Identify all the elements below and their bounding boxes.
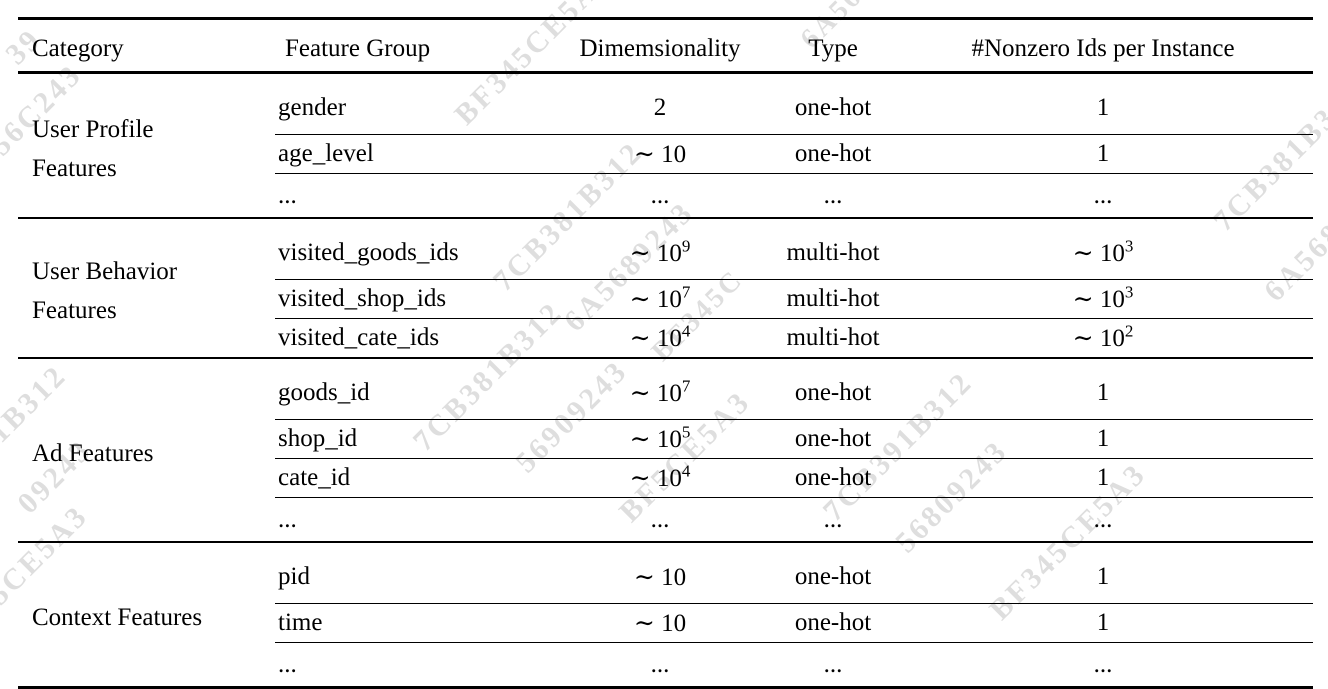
table-row: ... ... ... ... — [18, 498, 1313, 543]
dimensionality-cell: ∼ 105 — [547, 419, 773, 459]
header-nonzero-ids: #Nonzero Ids per Instance — [971, 34, 1235, 62]
type-cell: one-hot — [773, 542, 893, 604]
feature-group-cell: ... — [278, 181, 297, 209]
nonzero-cell: 1 — [893, 603, 1313, 643]
type-cell: one-hot — [773, 134, 893, 174]
type-cell: multi-hot — [786, 324, 880, 351]
type-cell: one-hot — [773, 358, 893, 420]
type-cell: ... — [823, 505, 843, 533]
type-cell: multi-hot — [773, 279, 893, 319]
dimensionality-cell: ... — [650, 181, 670, 209]
dimensionality-cell: ∼ 107 — [547, 279, 773, 319]
feature-group-cell: shop_id — [275, 419, 547, 459]
header-feature-group: Feature Group — [285, 34, 431, 62]
nonzero-cell: ∼ 102 — [1072, 321, 1134, 352]
category-cell: User Profile Features — [18, 73, 275, 219]
dimensionality-cell: ∼ 104 — [547, 458, 773, 498]
header-row: Category Feature Group Dimemsionality Ty… — [18, 19, 1313, 73]
type-cell: ... — [823, 650, 843, 678]
type-cell: multi-hot — [773, 218, 893, 280]
dimensionality-cell: ... — [650, 650, 670, 678]
dimensionality-cell: ∼ 107 — [547, 358, 773, 420]
table-row: age_level ∼ 10 one-hot 1 — [18, 134, 1313, 174]
header-dimensionality: Dimemsionality — [579, 34, 741, 62]
dimensionality-cell: ∼ 104 — [629, 321, 691, 352]
category-label: Context Features — [32, 604, 203, 632]
nonzero-cell: ... — [1093, 181, 1113, 209]
dimensionality-cell: ∼ 10 — [547, 542, 773, 604]
category-label: Ad Features — [32, 439, 154, 467]
feature-group-cell: age_level — [275, 134, 547, 174]
feature-group-cell: visited_goods_ids — [275, 218, 547, 280]
nonzero-cell: ∼ 103 — [893, 279, 1313, 319]
feature-group-cell: ... — [278, 650, 297, 678]
feature-group-cell: visited_cate_ids — [278, 324, 440, 351]
table-row: visited_shop_ids ∼ 107 multi-hot ∼ 103 — [18, 279, 1313, 319]
header-type: Type — [808, 34, 858, 62]
table-row: Context Features pid ∼ 10 one-hot 1 — [18, 542, 1313, 631]
feature-group-cell: pid — [275, 542, 547, 604]
category-label: User Profile Features — [32, 115, 154, 182]
category-cell: User Behavior Features — [18, 218, 275, 358]
category-cell: Ad Features — [18, 358, 275, 542]
type-cell: ... — [823, 181, 843, 209]
table-row: User Profile Features gender 2 one-hot 1 — [18, 72, 1313, 182]
category-cell: Context Features — [18, 542, 275, 688]
feature-group-cell: visited_shop_ids — [275, 279, 547, 319]
type-cell: one-hot — [773, 603, 893, 643]
feature-group-cell: ... — [278, 505, 297, 533]
dimensionality-cell: ∼ 10 — [547, 134, 773, 174]
dimensionality-cell: ∼ 109 — [547, 218, 773, 280]
feature-statistics-table: Category Feature Group Dimemsionality Ty… — [18, 17, 1313, 689]
nonzero-cell: 1 — [893, 72, 1313, 135]
feature-group-cell: cate_id — [275, 458, 547, 498]
header-category: Category — [32, 34, 124, 62]
nonzero-cell: 1 — [893, 419, 1313, 459]
nonzero-cell: 1 — [893, 134, 1313, 174]
type-cell: one-hot — [773, 419, 893, 459]
category-label: User Behavior Features — [32, 258, 178, 324]
feature-group-cell: goods_id — [275, 358, 547, 420]
dimensionality-cell: ... — [650, 505, 670, 533]
table-row: visited_cate_ids ∼ 104 multi-hot ∼ 102 — [18, 319, 1313, 359]
table-row: User Behavior Features visited_goods_ids… — [18, 218, 1313, 324]
nonzero-cell: 1 — [893, 542, 1313, 604]
table-row: ... ... ... ... — [18, 174, 1313, 219]
feature-group-cell: gender — [275, 72, 547, 135]
nonzero-cell: ∼ 103 — [893, 218, 1313, 280]
dimensionality-cell: 2 — [547, 72, 773, 135]
type-cell: one-hot — [773, 72, 893, 135]
dimensionality-cell: ∼ 10 — [547, 603, 773, 643]
nonzero-cell: ... — [1093, 650, 1113, 678]
nonzero-cell: 1 — [893, 358, 1313, 420]
nonzero-cell: 1 — [893, 458, 1313, 498]
table-row: cate_id ∼ 104 one-hot 1 — [18, 458, 1313, 498]
feature-group-cell: time — [275, 603, 547, 643]
type-cell: one-hot — [773, 458, 893, 498]
table-row: shop_id ∼ 105 one-hot 1 — [18, 419, 1313, 459]
table-row: Ad Features goods_id ∼ 107 one-hot 1 — [18, 358, 1313, 467]
table-row: time ∼ 10 one-hot 1 — [18, 603, 1313, 643]
nonzero-cell: ... — [1093, 505, 1113, 533]
